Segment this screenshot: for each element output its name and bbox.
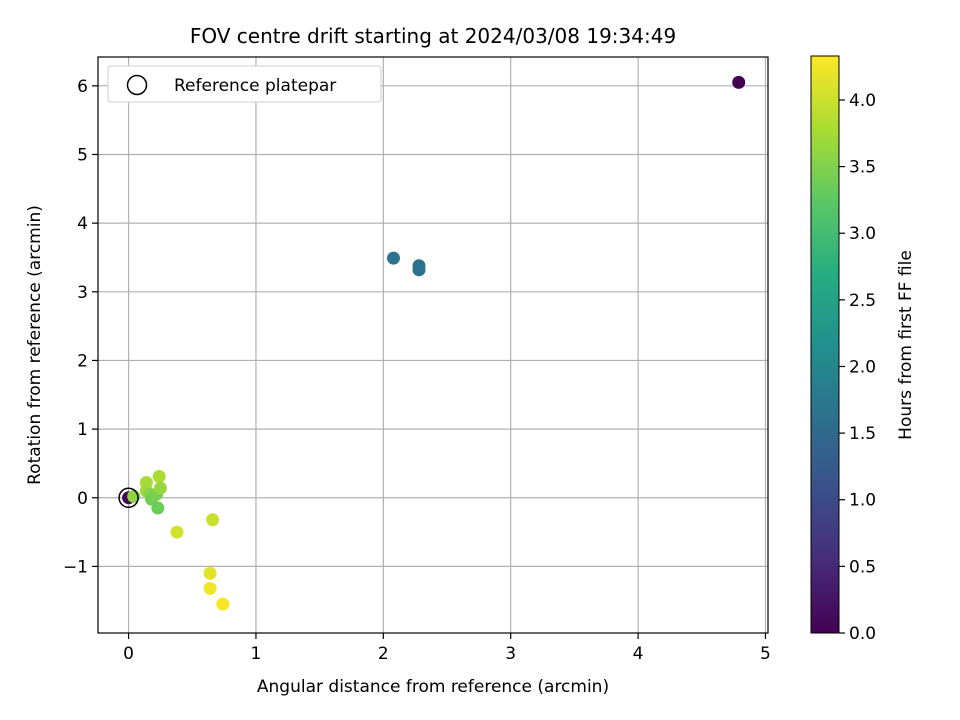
y-axis-ticks: −1 0 1 2 3 4 5 6 <box>63 77 98 577</box>
y-tick-label: 2 <box>77 351 88 371</box>
x-tick-label: 0 <box>123 644 134 664</box>
colorbar: 0.0 0.5 1.0 1.5 2.0 2.5 3.0 3.5 4.0 Hours from f… <box>810 55 916 644</box>
colorbar-tick-label: 4.0 <box>849 91 876 111</box>
data-point <box>151 501 165 515</box>
colorbar-title: Hours from first FF file <box>896 250 916 440</box>
data-point <box>216 597 230 611</box>
y-tick-label: 4 <box>77 214 88 234</box>
colorbar-tick-label: 1.0 <box>849 491 876 511</box>
y-tick-label: 0 <box>77 489 88 509</box>
chart-title: FOV centre drift starting at 2024/03/08 … <box>190 24 676 48</box>
data-point <box>153 481 167 495</box>
legend-label-reference: Reference platepar <box>174 76 336 96</box>
colorbar-tick-label: 2.5 <box>849 291 876 311</box>
x-tick-label: 4 <box>633 644 644 664</box>
data-point <box>387 251 401 265</box>
y-tick-label: 6 <box>77 77 88 97</box>
data-points <box>118 75 746 611</box>
colorbar-tick-label: 3.5 <box>849 158 876 178</box>
y-axis-title: Rotation from reference (arcmin) <box>25 205 45 485</box>
data-point <box>412 263 426 277</box>
y-tick-label: 1 <box>77 420 88 440</box>
x-axis-ticks: 0 1 2 3 4 5 <box>123 633 771 664</box>
y-tick-label: 3 <box>77 283 88 303</box>
y-tick-label: −1 <box>63 557 88 577</box>
colorbar-gradient <box>810 55 840 634</box>
grid-lines <box>98 57 768 633</box>
legend-box <box>107 65 382 103</box>
data-point <box>170 525 184 539</box>
data-point <box>206 513 220 527</box>
x-tick-label: 2 <box>378 644 389 664</box>
legend-marker-reference <box>126 74 148 96</box>
data-point <box>152 469 166 483</box>
data-point <box>203 581 217 595</box>
colorbar-tick-label: 1.5 <box>849 424 876 444</box>
colorbar-tick-label: 2.0 <box>849 357 876 377</box>
colorbar-tick-label: 0.5 <box>849 557 876 577</box>
x-tick-label: 3 <box>505 644 516 664</box>
y-tick-label: 5 <box>77 145 88 165</box>
x-axis-title: Angular distance from reference (arcmin) <box>257 677 609 697</box>
colorbar-tick-label: 3.0 <box>849 224 876 244</box>
reference-point-marker <box>118 487 139 509</box>
x-tick-label: 1 <box>251 644 262 664</box>
colorbar-ticks: 0.0 0.5 1.0 1.5 2.0 2.5 3.0 3.5 4.0 <box>839 91 876 644</box>
plot-frame <box>97 56 769 634</box>
legend: Reference platepar <box>107 65 382 103</box>
data-point <box>203 566 217 580</box>
colorbar-tick-label: 0.0 <box>849 624 876 644</box>
x-tick-label: 5 <box>760 644 771 664</box>
data-point <box>732 75 746 89</box>
